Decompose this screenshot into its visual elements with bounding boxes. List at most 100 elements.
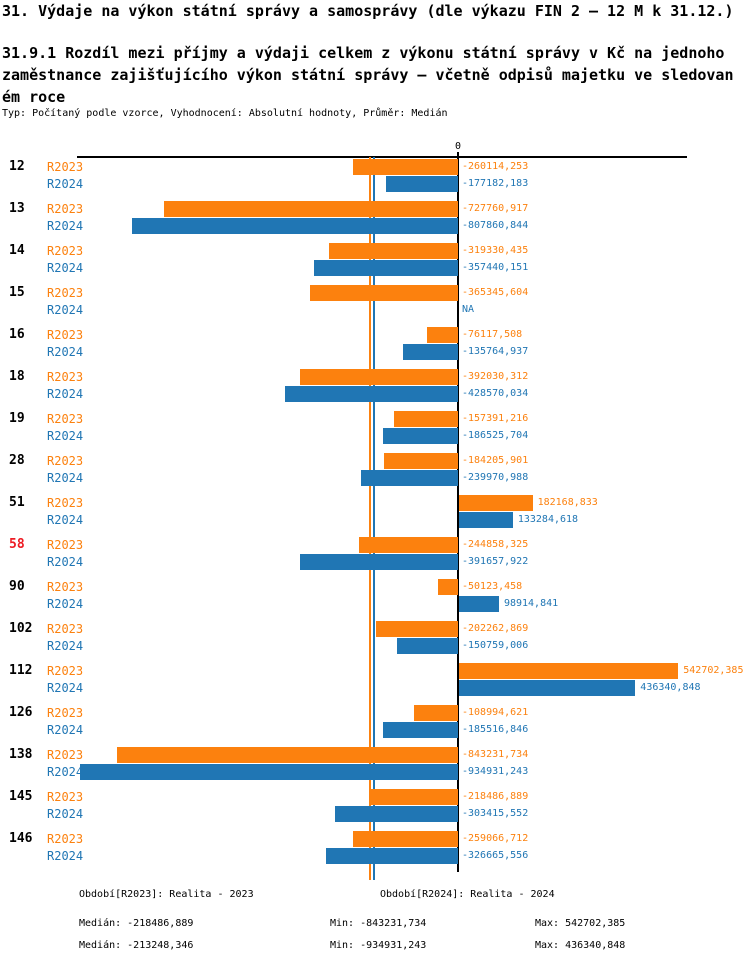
value-label-r2023: -244858,325 (462, 539, 529, 550)
series-label-r2023: R2023 (47, 832, 84, 846)
value-label-r2023: -108994,621 (462, 707, 529, 718)
bar-r2023 (359, 537, 458, 553)
value-label-r2023: -50123,458 (462, 581, 523, 592)
series-label-r2024: R2024 (47, 177, 84, 191)
category-label: 138 (9, 747, 33, 762)
median-line-r2024 (372, 157, 375, 880)
bar-r2024 (397, 638, 458, 654)
bar-r2024 (80, 764, 458, 780)
series-label-r2024: R2024 (47, 345, 84, 359)
value-label-r2023: 182168,833 (537, 497, 598, 508)
stat-median-r2024: Medián: -213248,346 (79, 940, 194, 951)
bar-r2024 (313, 260, 458, 276)
value-label-r2024: -135764,937 (462, 346, 529, 357)
stat-median-r2023: Medián: -218486,889 (79, 918, 194, 929)
bar-r2023 (328, 243, 458, 259)
series-label-r2023: R2023 (47, 202, 84, 216)
bar-r2023 (376, 621, 458, 637)
series-label-r2023: R2023 (47, 790, 84, 804)
bar-r2023 (427, 327, 458, 343)
series-label-r2024: R2024 (47, 681, 84, 695)
stat-max-r2023: Max: 542702,385 (535, 918, 626, 929)
series-label-r2024: R2024 (47, 849, 84, 863)
category-label: 28 (9, 453, 25, 468)
value-label-r2023: -843231,734 (462, 749, 529, 760)
series-label-r2024: R2024 (47, 513, 84, 527)
series-label-r2023: R2023 (47, 286, 84, 300)
value-label-r2024: -326665,556 (462, 850, 529, 861)
series-label-r2024: R2024 (47, 807, 84, 821)
bar-r2023 (383, 453, 458, 469)
bar-r2023 (413, 705, 458, 721)
value-label-r2024: -807860,844 (462, 220, 529, 231)
value-label-r2023: -365345,604 (462, 287, 529, 298)
bar-r2024 (403, 344, 458, 360)
median-line-r2023 (368, 157, 371, 880)
value-label-r2023: -727760,917 (462, 203, 529, 214)
value-label-r2023: -319330,435 (462, 245, 529, 256)
value-label-r2024: -185516,846 (462, 724, 529, 735)
bar-r2024 (284, 386, 458, 402)
bar-r2024 (335, 806, 458, 822)
value-label-r2024: -357440,151 (462, 262, 529, 273)
series-label-r2023: R2023 (47, 454, 84, 468)
series-label-r2024: R2024 (47, 471, 84, 485)
series-label-r2023: R2023 (47, 580, 84, 594)
bar-r2024 (459, 680, 636, 696)
value-label-r2024: -391657,922 (462, 556, 529, 567)
value-label-r2023: -184205,901 (462, 455, 529, 466)
value-label-r2024: -303415,552 (462, 808, 529, 819)
bar-r2024 (382, 428, 458, 444)
bar-r2024 (383, 722, 458, 738)
bar-r2024 (326, 848, 458, 864)
series-label-r2024: R2024 (47, 219, 84, 233)
bar-r2023 (163, 201, 458, 217)
bar-r2023 (459, 663, 679, 679)
value-label-r2023: -218486,889 (462, 791, 529, 802)
category-label: 145 (9, 789, 33, 804)
series-label-r2023: R2023 (47, 412, 84, 426)
series-label-r2024: R2024 (47, 303, 84, 317)
value-label-r2024: -177182,183 (462, 178, 529, 189)
value-label-r2024: NA (462, 304, 475, 315)
series-label-r2023: R2023 (47, 622, 84, 636)
bar-r2024 (361, 470, 458, 486)
series-label-r2023: R2023 (47, 748, 84, 762)
category-label: 16 (9, 327, 25, 342)
stat-min-r2024: Min: -934931,243 (330, 940, 427, 951)
value-label-r2024: -239970,988 (462, 472, 529, 483)
x-axis-line (77, 156, 687, 158)
series-label-r2024: R2024 (47, 555, 84, 569)
value-label-r2023: -202262,869 (462, 623, 529, 634)
value-label-r2023: -392030,312 (462, 371, 529, 382)
report-subtitle-line: ém roce (2, 88, 66, 106)
series-label-r2024: R2024 (47, 765, 84, 779)
series-label-r2023: R2023 (47, 244, 84, 258)
category-label: 146 (9, 831, 33, 846)
value-label-r2023: 542702,385 (683, 665, 744, 676)
series-label-r2024: R2024 (47, 429, 84, 443)
bar-r2024 (299, 554, 458, 570)
series-label-r2024: R2024 (47, 597, 84, 611)
series-label-r2023: R2023 (47, 496, 84, 510)
zero-axis-line (457, 152, 459, 872)
report-title: 31. Výdaje na výkon státní správy a samo… (2, 2, 734, 20)
series-label-r2024: R2024 (47, 261, 84, 275)
category-label: 51 (9, 495, 25, 510)
value-label-r2024: 133284,618 (517, 514, 579, 525)
category-label: 15 (9, 285, 25, 300)
value-label-r2024: -428570,034 (462, 388, 529, 399)
category-label: 102 (9, 621, 33, 636)
legend-r2024: Období[R2024]: Realita - 2024 (380, 889, 555, 900)
bar-r2023 (299, 369, 458, 385)
series-label-r2023: R2023 (47, 706, 84, 720)
series-label-r2023: R2023 (47, 664, 84, 678)
value-label-r2023: -157391,216 (462, 413, 529, 424)
bar-r2024 (131, 218, 458, 234)
category-label: 58 (9, 537, 25, 552)
legend-r2023: Období[R2023]: Realita - 2023 (79, 889, 254, 900)
series-label-r2024: R2024 (47, 723, 84, 737)
report-meta: Typ: Počítaný podle vzorce, Vyhodnocení:… (2, 108, 448, 119)
bar-r2023 (353, 831, 458, 847)
series-label-r2024: R2024 (47, 639, 84, 653)
